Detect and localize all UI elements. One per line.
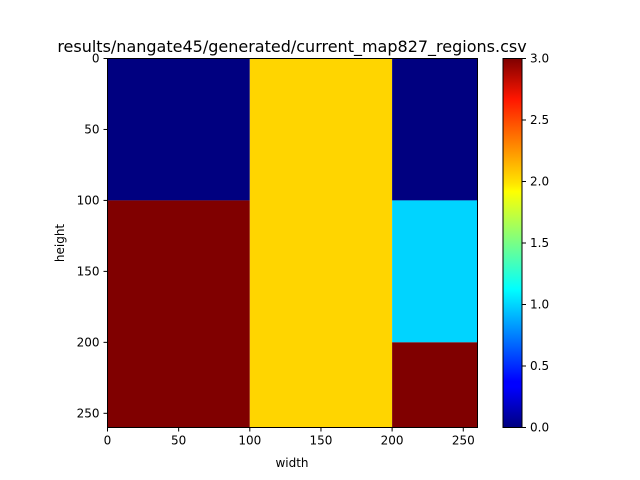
colorbar-ticks: 0.0 0.5 1.0 1.5 2.0 2.5 3.0 bbox=[522, 52, 549, 435]
colorbar-tick-label: 1.5 bbox=[530, 236, 549, 250]
x-tick-label: 250 bbox=[452, 434, 475, 448]
x-tick-label: 200 bbox=[381, 434, 404, 448]
colorbar-tick-label: 0.0 bbox=[530, 421, 549, 435]
y-tick-label: 0 bbox=[92, 52, 100, 66]
x-tick-label: 0 bbox=[104, 434, 112, 448]
y-tick-label: 50 bbox=[84, 122, 99, 136]
y-axis-ticks: 0 50 100 150 200 250 bbox=[77, 52, 108, 420]
colorbar-tick-label: 1.0 bbox=[530, 298, 549, 312]
heatmap-region bbox=[107, 58, 250, 201]
colorbar-tick-label: 3.0 bbox=[530, 52, 549, 66]
colorbar-tick-label: 2.0 bbox=[530, 175, 549, 189]
heatmap-region bbox=[107, 200, 250, 428]
colorbar-tick-label: 0.5 bbox=[530, 359, 549, 373]
x-tick-label: 50 bbox=[171, 434, 186, 448]
colorbar-tick-label: 2.5 bbox=[530, 113, 549, 127]
x-tick-label: 150 bbox=[310, 434, 333, 448]
plot-frame bbox=[107, 58, 478, 428]
heatmap-region bbox=[392, 342, 478, 428]
y-tick-label: 250 bbox=[77, 406, 100, 420]
x-axis-label: width bbox=[275, 456, 308, 470]
chart-title: results/nangate45/generated/current_map8… bbox=[57, 37, 526, 57]
x-axis-ticks: 0 50 100 150 200 250 bbox=[104, 427, 475, 448]
y-tick-label: 200 bbox=[77, 335, 100, 349]
heatmap-region bbox=[392, 58, 478, 201]
colorbar bbox=[502, 58, 523, 428]
y-axis-label: height bbox=[53, 224, 67, 263]
heatmap-region bbox=[249, 58, 393, 428]
y-tick-label: 100 bbox=[77, 193, 100, 207]
heatmap-cells bbox=[107, 58, 478, 428]
y-tick-label: 150 bbox=[77, 264, 100, 278]
x-tick-label: 100 bbox=[238, 434, 261, 448]
heatmap-region bbox=[392, 200, 478, 343]
